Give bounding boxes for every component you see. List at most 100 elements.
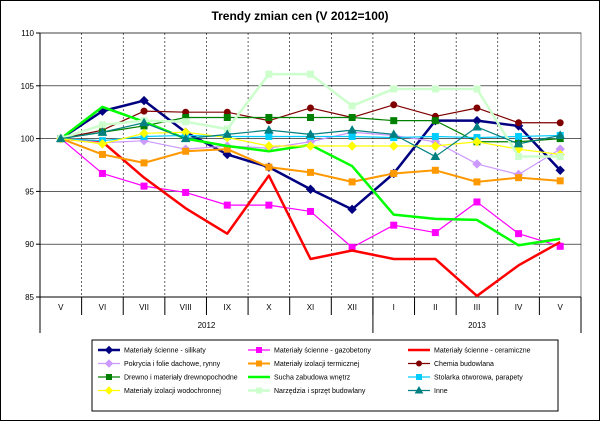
data-point xyxy=(264,125,274,134)
x-tick-label: V xyxy=(58,303,64,312)
series-6 xyxy=(57,101,564,143)
data-point xyxy=(472,137,482,147)
data-point xyxy=(473,198,481,206)
data-point xyxy=(180,133,191,143)
data-point xyxy=(430,141,441,151)
data-point xyxy=(55,133,66,143)
x-tick-label: V xyxy=(558,303,564,312)
legend-marker xyxy=(104,345,114,355)
legend-marker xyxy=(106,374,112,380)
chart-title: Trendy zmian cen (V 2012=100) xyxy=(211,9,389,23)
x-tick-label: VII xyxy=(139,303,149,312)
data-point xyxy=(265,163,273,171)
legend-marker xyxy=(416,360,422,367)
legend-box xyxy=(91,339,559,412)
data-point xyxy=(265,132,273,140)
x-tick-label: I xyxy=(393,303,395,312)
data-point xyxy=(307,70,314,78)
data-point xyxy=(390,169,398,177)
legend: Materiały ścienne - silikaty Materiały śc… xyxy=(91,339,559,412)
legend-label: Sucha zabudowa wnętrz xyxy=(274,375,351,382)
data-point xyxy=(223,113,231,121)
legend-label: Narzędzia i sprzęt budowlany xyxy=(274,388,366,395)
legend-item: Materiały ścienne - silikaty xyxy=(98,345,206,355)
data-point xyxy=(515,174,523,182)
x-tick-label: II xyxy=(433,303,437,312)
data-point xyxy=(182,147,190,155)
y-tick-label: 95 xyxy=(25,187,34,196)
data-point xyxy=(98,150,106,158)
data-point xyxy=(307,104,314,112)
legend-label: Drewno i materiały drewnopochodne xyxy=(124,375,238,382)
legend-item: Narzędzia i sprzęt budowlany xyxy=(248,387,366,395)
data-point xyxy=(265,70,273,78)
legend-label: Inne xyxy=(434,388,448,395)
legend-marker xyxy=(256,360,262,367)
data-point xyxy=(389,141,399,151)
series-10 xyxy=(56,127,565,160)
data-point xyxy=(223,201,231,209)
data-point xyxy=(348,178,356,186)
legend-item: Materiały ścienne - gazobetony xyxy=(248,347,371,355)
data-point xyxy=(473,104,481,112)
data-point xyxy=(139,128,149,139)
data-point xyxy=(515,153,523,161)
legend-label: Stolarka otworowa, parapety xyxy=(434,375,523,382)
legend-item: Materiały ścienne - ceramiczne xyxy=(408,348,531,355)
series-2 xyxy=(57,135,564,251)
data-point xyxy=(390,101,398,109)
data-point xyxy=(307,207,314,215)
x-tick-label: IX xyxy=(223,303,231,312)
data-point xyxy=(265,201,273,209)
data-point xyxy=(390,85,398,93)
legend-item: Sucha zabudowa wnętrz xyxy=(248,375,351,382)
y-tick-label: 105 xyxy=(21,82,35,91)
data-point xyxy=(472,121,482,131)
y-tick-label: 100 xyxy=(21,135,35,144)
data-point xyxy=(98,121,106,129)
data-point xyxy=(555,130,566,139)
series-12 xyxy=(55,117,566,161)
legend-label: Materiały ścienne - silikaty xyxy=(124,348,206,355)
data-point xyxy=(348,102,356,110)
legend-label: Materiały izolacji wodochronnej xyxy=(124,388,221,395)
data-point xyxy=(556,153,564,161)
legend-marker xyxy=(416,374,422,380)
x-tick-label: VI xyxy=(99,303,107,312)
data-point xyxy=(555,165,565,175)
legend-label: Pokrycia i folie dachowe, rynny xyxy=(124,361,221,368)
data-point xyxy=(140,107,148,115)
data-point xyxy=(431,117,439,125)
data-point xyxy=(222,129,233,138)
year-label: 2012 xyxy=(198,321,216,330)
data-point xyxy=(140,159,148,167)
data-point xyxy=(556,177,564,185)
legend-item: Pokrycia i folie dachowe, rynny xyxy=(98,359,221,368)
data-point xyxy=(431,85,439,93)
legend-item: Materiały izolacji wodochronnej xyxy=(98,386,221,395)
legend-label: Chemia budowlana xyxy=(434,361,494,368)
data-point xyxy=(347,204,357,215)
data-point xyxy=(265,113,273,121)
series-line xyxy=(60,137,561,298)
data-point xyxy=(139,95,149,106)
data-point xyxy=(515,119,523,127)
x-tick-label: XI xyxy=(307,303,315,312)
legend-marker xyxy=(256,347,262,353)
y-tick-label: 110 xyxy=(21,29,34,38)
data-point xyxy=(182,188,190,196)
series-5 xyxy=(57,135,564,186)
x-tick-label: III xyxy=(474,303,481,312)
data-point xyxy=(139,117,149,127)
data-point xyxy=(307,113,314,121)
x-tick-label: VIII xyxy=(180,303,192,312)
data-point xyxy=(431,166,439,174)
data-point xyxy=(430,151,441,161)
data-point xyxy=(140,182,148,190)
y-tick-label: 85 xyxy=(25,293,34,302)
data-point xyxy=(390,117,398,125)
legend-label: Materiały izolacji termicznej xyxy=(274,361,360,368)
series-layer xyxy=(55,70,566,298)
x-tick-label: IV xyxy=(515,303,523,312)
